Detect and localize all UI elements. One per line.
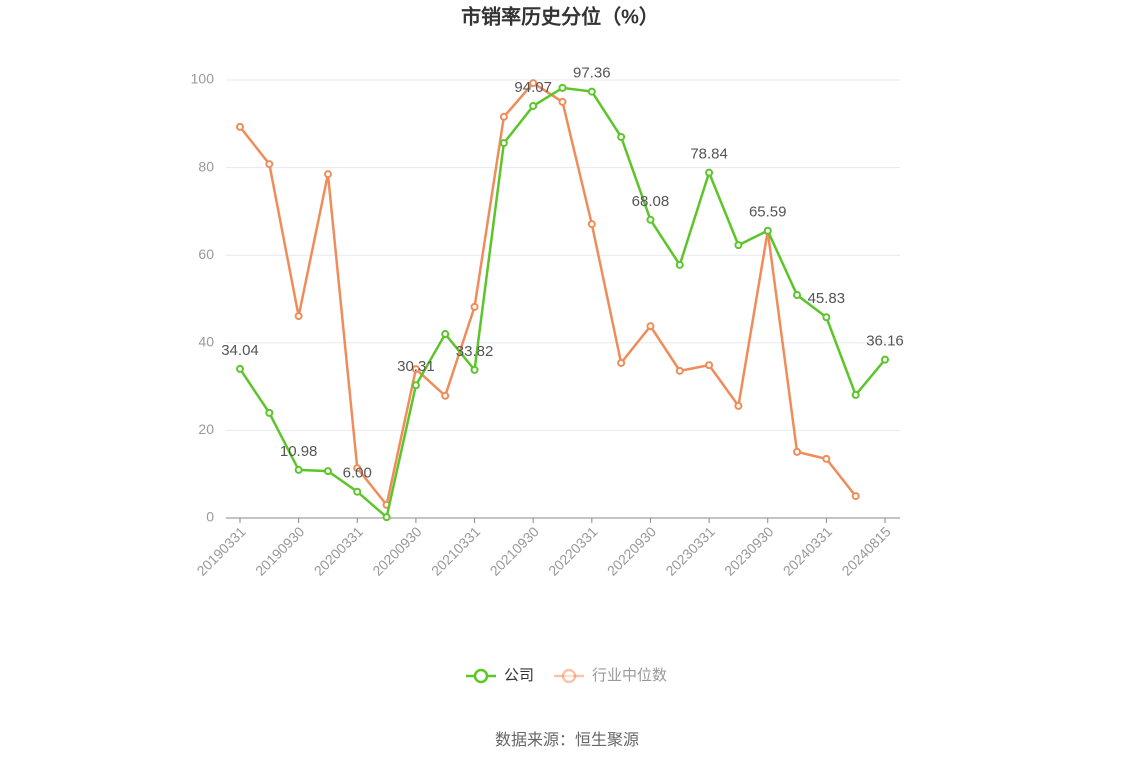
data-label: 6.00 [343, 465, 372, 482]
point [529, 79, 538, 88]
y-tick-label: 100 [191, 71, 215, 87]
data-label: 34.04 [221, 342, 259, 359]
point [587, 220, 596, 229]
point [294, 312, 303, 321]
point [323, 467, 332, 476]
x-tick-label: 20240331 [780, 523, 836, 579]
chart-title: 市销率历史分位（%） [461, 4, 659, 28]
point [675, 260, 684, 269]
y-tick-label: 40 [198, 334, 214, 350]
legend-label: 行业中位数 [592, 667, 667, 684]
point [499, 112, 508, 121]
point [499, 139, 508, 148]
legend-marker [473, 668, 489, 684]
point [587, 87, 596, 96]
point [763, 226, 772, 235]
data-label: 36.16 [866, 333, 904, 350]
point [734, 401, 743, 410]
y-tick-label: 80 [198, 158, 214, 174]
point [411, 365, 420, 374]
data-label: 65.59 [749, 204, 787, 221]
point [382, 513, 391, 522]
point [558, 97, 567, 106]
x-tick-label: 20200331 [311, 523, 367, 579]
data-label: 45.83 [808, 290, 846, 307]
point [705, 168, 714, 177]
point [822, 454, 831, 463]
x-tick-label: 20210930 [487, 523, 543, 579]
legend-label: 公司 [504, 667, 534, 684]
x-tick-label: 20190930 [252, 523, 308, 579]
data-label: 33.82 [456, 343, 494, 360]
point [236, 122, 244, 131]
point [236, 364, 244, 373]
x-tick-label: 20210331 [428, 523, 484, 579]
data-label: 68.08 [632, 193, 670, 210]
point [353, 464, 362, 473]
x-tick-label: 20230930 [721, 523, 777, 579]
point [851, 390, 860, 399]
point [734, 241, 743, 250]
point [265, 408, 274, 417]
point [441, 330, 450, 339]
y-tick-label: 0 [206, 509, 214, 525]
point [529, 101, 538, 110]
line [238, 86, 886, 520]
point [265, 160, 274, 169]
point [822, 313, 831, 322]
data-label: 94.07 [514, 79, 552, 96]
point [353, 487, 362, 496]
data-label: 30.31 [397, 358, 435, 375]
point [441, 391, 450, 400]
point [851, 492, 860, 501]
point [411, 381, 420, 390]
point [881, 355, 889, 364]
legend-marker [561, 668, 577, 684]
point [646, 215, 655, 224]
y-tick-label: 60 [198, 246, 214, 262]
x-tick-label: 20220930 [604, 523, 660, 579]
point [470, 302, 479, 311]
point [323, 170, 332, 179]
x-tick-label: 20190331 [193, 523, 249, 579]
point [617, 132, 626, 141]
point [793, 447, 802, 456]
y-tick-label: 20 [198, 421, 214, 437]
data-label: 10.98 [280, 443, 318, 460]
x-tick-label: 20220331 [545, 523, 601, 579]
x-tick-label: 20230331 [662, 523, 718, 579]
data-label: 97.36 [573, 65, 611, 82]
point [470, 365, 479, 374]
line [239, 81, 857, 508]
point [617, 358, 626, 367]
point [793, 291, 802, 300]
data-label: 78.84 [690, 146, 728, 163]
source: 数据来源：恒生聚源 [495, 731, 639, 749]
point [705, 361, 714, 370]
point [646, 322, 655, 331]
point [294, 465, 303, 474]
x-tick-label: 20240815 [838, 523, 894, 579]
x-tick-label: 20200930 [369, 523, 425, 579]
point [675, 366, 684, 375]
point [558, 83, 567, 92]
